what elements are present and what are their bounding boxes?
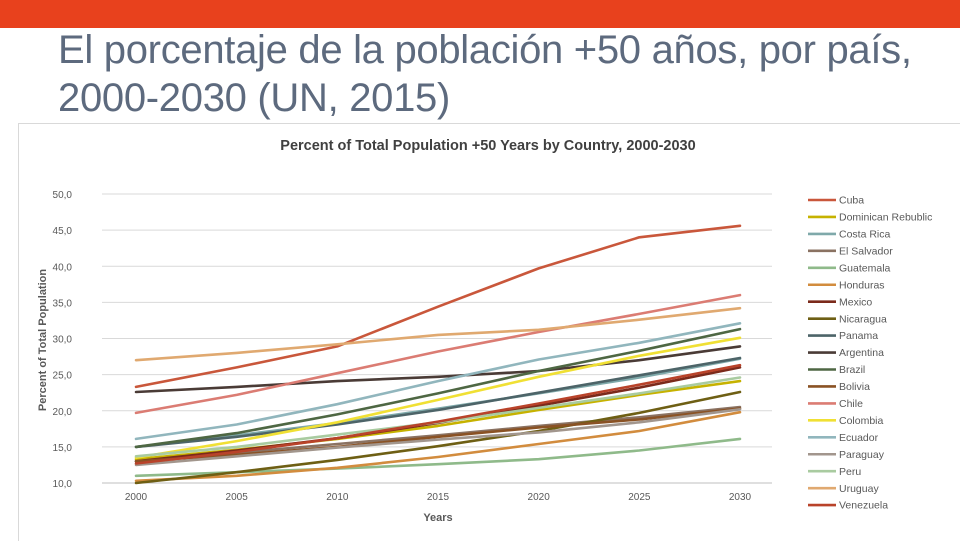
series-line-bolivia <box>134 407 742 463</box>
legend-label-dominican-rebublic: Dominican Rebublic <box>839 212 932 224</box>
series-line-nicaragua <box>134 390 742 485</box>
y-tick-label: 20,0 <box>53 407 73 418</box>
y-tick-label: 45,0 <box>53 226 73 237</box>
series-line-uruguay <box>134 306 742 362</box>
legend-label-costa-rica: Costa Rica <box>839 229 891 241</box>
legend-label-honduras: Honduras <box>839 279 885 291</box>
y-tick-label: 30,0 <box>53 335 73 346</box>
y-tick-label: 50,0 <box>53 190 73 201</box>
legend-label-brazil: Brazil <box>839 364 865 376</box>
x-tick-label: 2015 <box>427 492 450 503</box>
y-axis-label: Percent of Total Population <box>37 269 49 411</box>
y-tick-label: 10,0 <box>53 479 73 490</box>
series-line-cuba <box>134 224 742 389</box>
series-line-ecuador <box>134 321 742 441</box>
series-line-costa-rica <box>134 357 742 449</box>
legend-label-panama: Panama <box>839 330 878 342</box>
legend-label-argentina: Argentina <box>839 347 884 359</box>
legend-label-mexico: Mexico <box>839 296 872 308</box>
series-line-argentina <box>134 345 742 394</box>
legend-label-uruguay: Uruguay <box>839 483 879 495</box>
chart-legend: Cuba Dominican Rebublic Costa Rica El Salva… <box>808 195 932 512</box>
legend-label-ecuador: Ecuador <box>839 432 879 444</box>
legend-label-chile: Chile <box>839 398 863 410</box>
series-line-brazil <box>134 327 742 449</box>
series-line-venezuela <box>134 363 742 465</box>
top-accent-bar <box>0 0 960 28</box>
series-lines <box>134 224 742 485</box>
slide-title: El porcentaje de la población +50 años, … <box>58 28 912 120</box>
x-tick-label: 2000 <box>125 492 148 503</box>
legend-label-guatemala: Guatemala <box>839 262 891 274</box>
series-line-chile <box>134 293 742 415</box>
y-tick-label: 15,0 <box>53 443 73 454</box>
x-tick-label: 2030 <box>729 492 752 503</box>
legend-label-peru: Peru <box>839 466 861 478</box>
y-axis-ticks: 10,0 15,0 20,0 25,0 30,0 35,0 40,0 45,0 50,0 <box>53 190 73 490</box>
x-tick-label: 2025 <box>628 492 651 503</box>
y-tick-label: 25,0 <box>53 371 73 382</box>
legend-label-paraguay: Paraguay <box>839 449 885 461</box>
legend-label-el-salvador: El Salvador <box>839 245 893 257</box>
chart-title: Percent of Total Population +50 Years by… <box>280 138 695 154</box>
series-line-paraguay <box>134 407 742 467</box>
legend-label-venezuela: Venezuela <box>839 500 888 512</box>
x-tick-label: 2005 <box>226 492 249 503</box>
x-axis-label: Years <box>423 512 452 524</box>
chart-frame <box>18 123 960 541</box>
legend-label-colombia: Colombia <box>839 415 884 427</box>
series-line-honduras <box>134 410 742 483</box>
x-tick-label: 2010 <box>326 492 349 503</box>
x-axis-ticks: 2000 2005 2010 2015 2020 2025 2030 <box>125 492 752 503</box>
legend-label-cuba: Cuba <box>839 195 864 207</box>
series-line-colombia <box>134 336 742 460</box>
legend-label-nicaragua: Nicaragua <box>839 313 887 325</box>
legend-label-bolivia: Bolivia <box>839 381 870 393</box>
x-tick-label: 2020 <box>528 492 551 503</box>
y-tick-label: 35,0 <box>53 298 73 309</box>
series-line-panama <box>134 356 742 449</box>
y-tick-label: 40,0 <box>53 262 73 273</box>
